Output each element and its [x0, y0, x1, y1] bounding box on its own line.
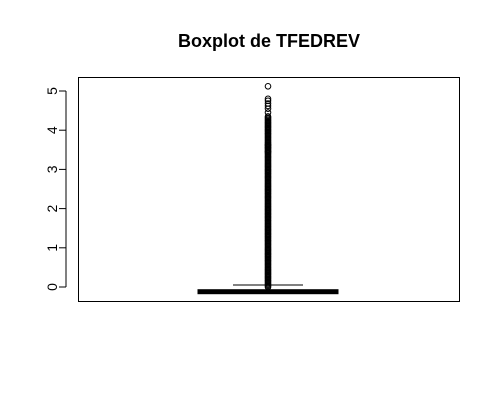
- outlier-points: [264, 82, 272, 291]
- outlier-point: [264, 144, 272, 152]
- chart-title: Boxplot de TFEDREV: [178, 31, 360, 51]
- y-tick-label: 2: [44, 204, 60, 212]
- y-tick-label: 5: [44, 87, 60, 95]
- outlier-point: [264, 141, 272, 149]
- outlier-point: [264, 109, 272, 116]
- y-tick-label: 1: [44, 244, 60, 252]
- outlier-point: [264, 82, 272, 90]
- outlier-point: [264, 113, 272, 120]
- y-tick-label: 0: [44, 283, 60, 291]
- outlier-point: [264, 97, 272, 105]
- y-tick-label: 3: [44, 165, 60, 173]
- y-tick-label: 4: [44, 126, 60, 134]
- outlier-point: [264, 102, 272, 110]
- outlier-point: [264, 100, 272, 107]
- outlier-point: [264, 105, 272, 112]
- outlier-point: [264, 148, 272, 156]
- outlier-point: [264, 95, 272, 103]
- y-axis: 0 1 2 3 4 5: [44, 87, 67, 291]
- plot-frame: [78, 77, 460, 302]
